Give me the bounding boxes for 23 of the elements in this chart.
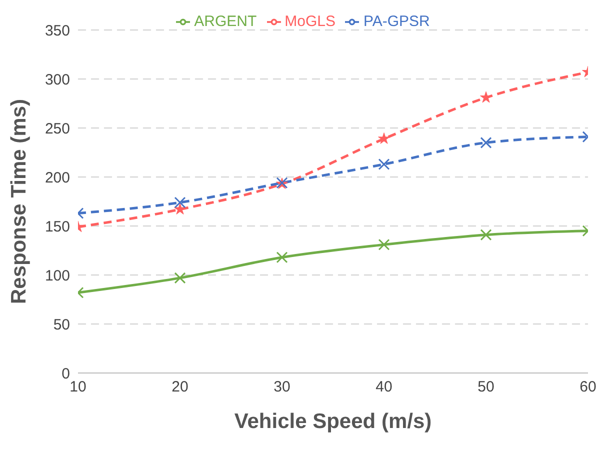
y-tick-label: 200	[44, 169, 70, 186]
legend-label: MoGLS	[284, 13, 336, 30]
x-tick-label: 50	[478, 378, 494, 396]
point	[378, 158, 390, 170]
y-tick-label: 50	[53, 316, 70, 334]
y-tick-label: 300	[44, 71, 70, 88]
legend-label: PA-GPSR	[363, 13, 430, 30]
point	[378, 238, 390, 250]
point	[276, 252, 288, 264]
y-tick-label: 150	[44, 218, 70, 236]
x-tick-label: 30	[274, 378, 290, 396]
y-tick-label: 350	[44, 22, 70, 40]
x-tick-label: 10	[70, 378, 86, 396]
y-tick-label: 0	[62, 365, 70, 382]
x-axis-title: Vehicle Speed (m/s)	[234, 410, 432, 433]
x-tick-label: 40	[376, 378, 392, 396]
legend-label: ARGENT	[194, 13, 257, 30]
point	[378, 132, 390, 144]
x-tick-label: 20	[172, 378, 188, 396]
y-tick-label: 100	[44, 267, 70, 284]
y-axis-title: Response Time (ms)	[7, 98, 30, 304]
x-tick-label: 60	[580, 378, 596, 396]
y-tick-label: 250	[44, 120, 70, 138]
